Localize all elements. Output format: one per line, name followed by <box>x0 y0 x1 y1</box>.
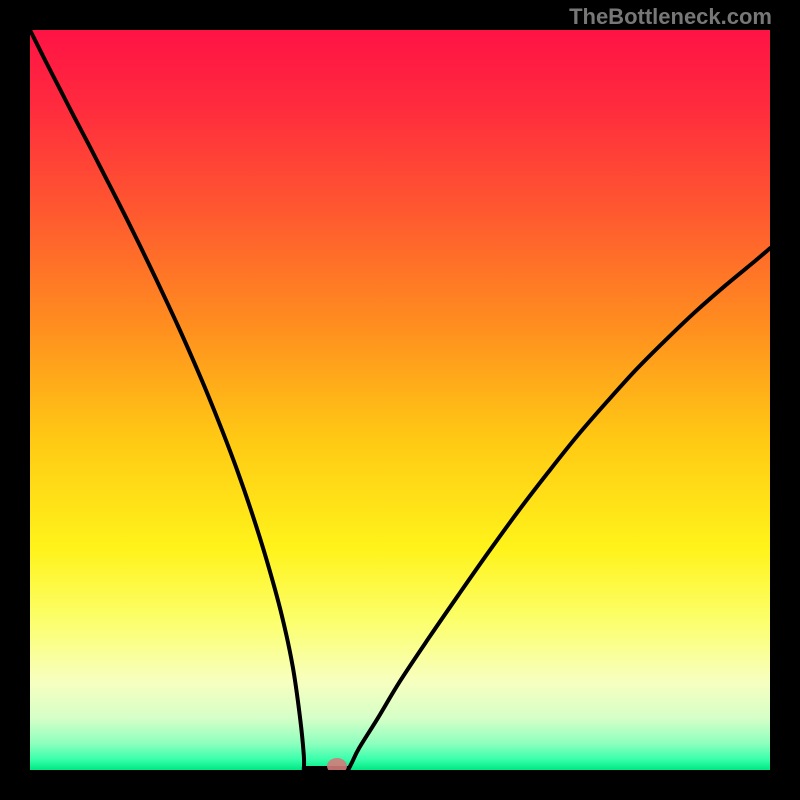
watermark-text: TheBottleneck.com <box>569 4 772 30</box>
optimum-marker <box>327 758 347 770</box>
plot-area <box>30 30 770 770</box>
bottleneck-curve <box>30 30 770 770</box>
